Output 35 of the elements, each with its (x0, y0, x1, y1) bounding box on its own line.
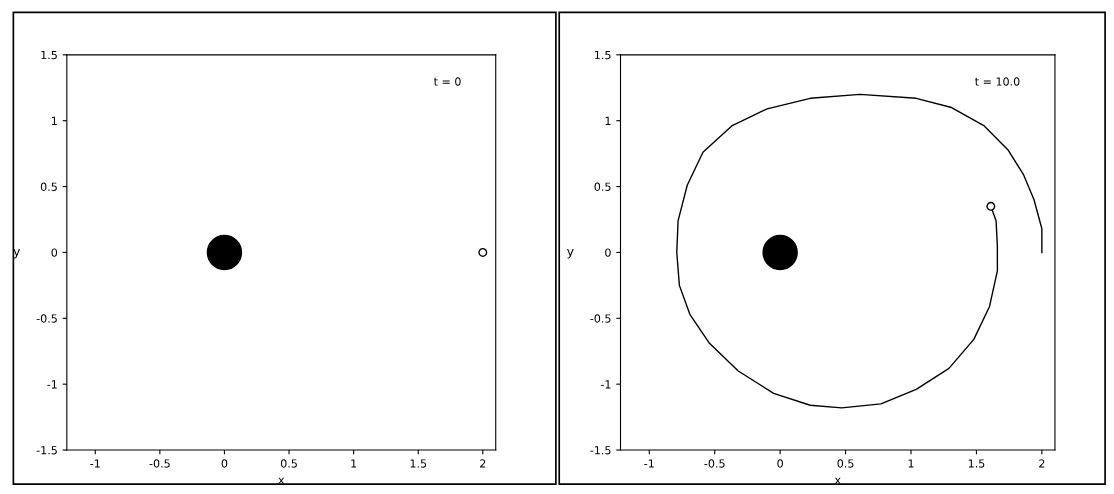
y-tick-label: 1.5 (41, 50, 57, 60)
y-axis-title: y (567, 249, 574, 259)
x-axis-title: x (834, 477, 841, 484)
y-tick-label: 1 (51, 116, 57, 125)
y-axis-title: y (13, 249, 21, 259)
line-series (676, 93, 1043, 409)
x-tick-label: 1 (908, 459, 914, 468)
x-tick-label: 0 (777, 459, 783, 468)
x-tick-label: 2 (480, 459, 486, 468)
y-tick-label: 0 (605, 248, 611, 257)
y-tick-label: 1.5 (595, 50, 611, 60)
x-tick-label: -0.5 (704, 459, 725, 468)
annotation: t = 0 (433, 77, 461, 86)
y-tick-label: -0.5 (36, 314, 57, 323)
x-tick-label: 2 (1039, 459, 1045, 468)
x-tick-label: 1.5 (968, 459, 985, 468)
y-tick-label: -1 (600, 380, 611, 389)
y-tick-label: -1 (47, 380, 57, 389)
y-tick-label: -1.5 (590, 446, 611, 455)
x-tick-label: 1 (351, 459, 357, 468)
x-tick-label: -0.5 (149, 459, 170, 468)
x-tick-label: 0.5 (280, 459, 297, 468)
y-tick-label: 0.5 (40, 182, 57, 191)
y-tick-label: -0.5 (590, 314, 611, 323)
y-tick-label: 1 (605, 116, 611, 125)
x-axis-title: x (278, 477, 285, 484)
x-tick-label: 1.5 (410, 459, 427, 468)
y-tick-label: 0 (51, 248, 58, 257)
x-tick-label: 0.5 (837, 459, 854, 468)
y-tick-label: -1.5 (36, 446, 57, 455)
annotation: t = 10.0 (975, 77, 1020, 86)
x-tick-label: -1 (90, 459, 100, 468)
y-tick-label: 0.5 (594, 182, 611, 191)
x-tick-label: 0 (221, 459, 228, 468)
x-tick-label: -1 (644, 459, 654, 468)
